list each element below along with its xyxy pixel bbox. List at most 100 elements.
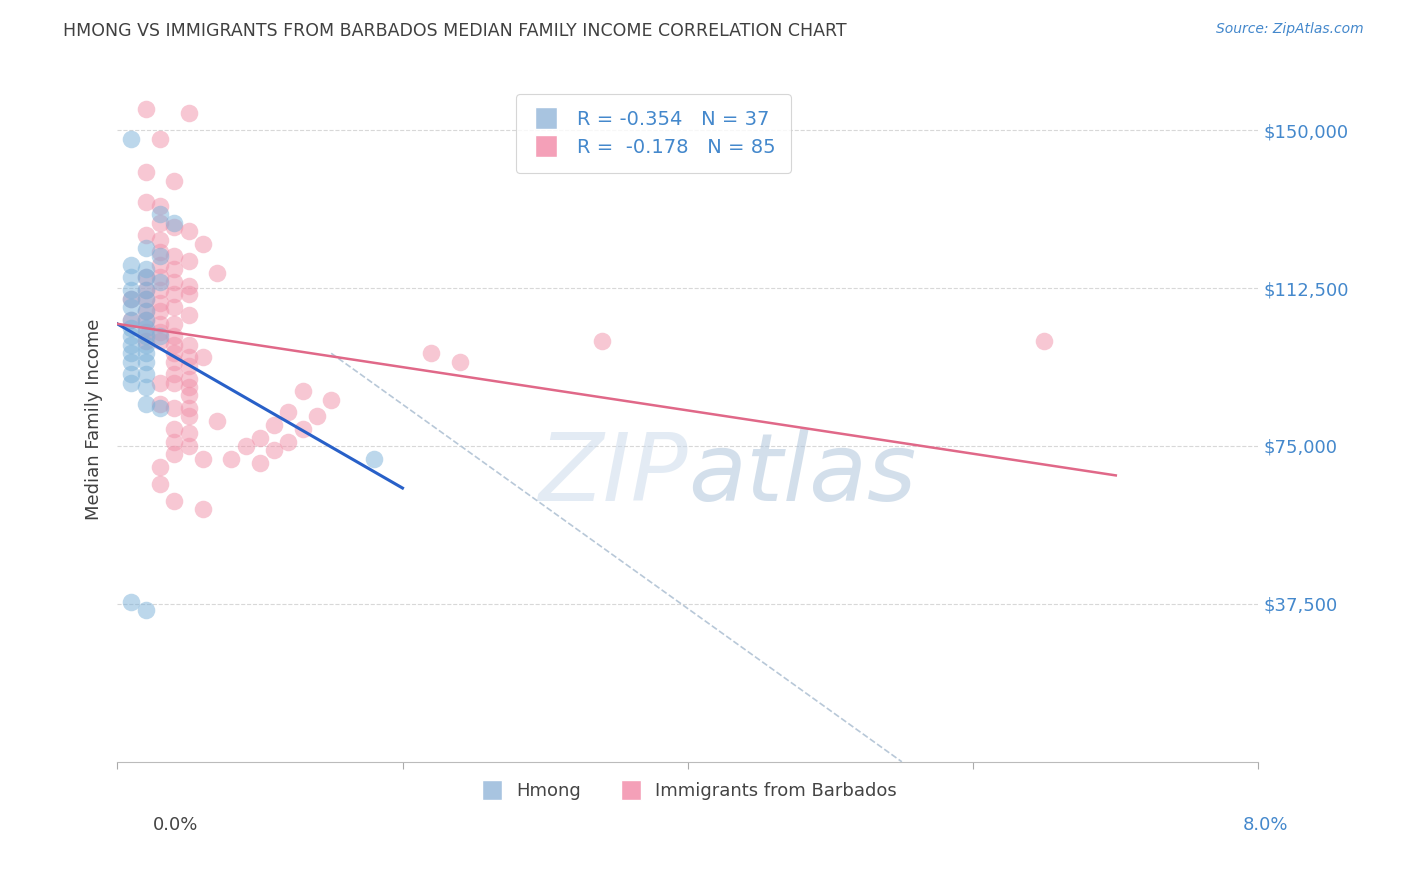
Point <box>163 447 186 461</box>
Point <box>149 317 172 331</box>
Point <box>163 493 186 508</box>
Point <box>135 270 157 285</box>
Point <box>291 384 314 399</box>
Point <box>135 102 157 116</box>
Point <box>149 270 172 285</box>
Point <box>135 283 157 297</box>
Point <box>120 270 142 285</box>
Point <box>120 292 142 306</box>
Text: Source: ZipAtlas.com: Source: ZipAtlas.com <box>1216 22 1364 37</box>
Point <box>149 233 172 247</box>
Point <box>177 224 200 238</box>
Point <box>177 351 200 365</box>
Point <box>149 325 172 339</box>
Point <box>149 199 172 213</box>
Point <box>321 392 343 407</box>
Point <box>149 397 172 411</box>
Point <box>135 165 157 179</box>
Point <box>1033 334 1056 348</box>
Point <box>449 354 471 368</box>
Point <box>191 451 214 466</box>
Point <box>120 338 142 352</box>
Point <box>120 283 142 297</box>
Point <box>177 359 200 373</box>
Point <box>235 439 257 453</box>
Point <box>591 334 613 348</box>
Point <box>135 292 157 306</box>
Point <box>120 354 142 368</box>
Point <box>163 376 186 390</box>
Point <box>163 434 186 449</box>
Point <box>120 376 142 390</box>
Point <box>177 426 200 441</box>
Point <box>163 346 186 360</box>
Point <box>163 317 186 331</box>
Point <box>149 329 172 343</box>
Point <box>149 275 172 289</box>
Point <box>263 443 285 458</box>
Point <box>135 270 157 285</box>
Point <box>149 460 172 475</box>
Point <box>263 417 285 432</box>
Point <box>177 287 200 301</box>
Point <box>177 371 200 385</box>
Point <box>149 216 172 230</box>
Point <box>135 368 157 382</box>
Point <box>177 309 200 323</box>
Point <box>177 401 200 415</box>
Point <box>135 325 157 339</box>
Point <box>149 245 172 260</box>
Point <box>177 409 200 424</box>
Point <box>163 329 186 343</box>
Point <box>163 262 186 277</box>
Text: HMONG VS IMMIGRANTS FROM BARBADOS MEDIAN FAMILY INCOME CORRELATION CHART: HMONG VS IMMIGRANTS FROM BARBADOS MEDIAN… <box>63 22 846 40</box>
Point <box>149 207 172 221</box>
Point <box>135 380 157 394</box>
Point <box>163 401 186 415</box>
Point <box>191 351 214 365</box>
Point <box>120 346 142 360</box>
Point <box>135 228 157 243</box>
Point <box>135 283 157 297</box>
Point <box>163 219 186 234</box>
Point <box>149 131 172 145</box>
Point <box>163 300 186 314</box>
Point <box>135 354 157 368</box>
Point <box>249 456 271 470</box>
Point <box>149 334 172 348</box>
Point <box>363 451 385 466</box>
Point <box>249 430 271 444</box>
Point <box>277 434 299 449</box>
Y-axis label: Median Family Income: Median Family Income <box>86 319 103 520</box>
Point <box>135 338 157 352</box>
Point <box>135 312 157 326</box>
Point <box>177 279 200 293</box>
Point <box>163 216 186 230</box>
Text: 0.0%: 0.0% <box>153 816 198 834</box>
Point <box>135 304 157 318</box>
Point <box>191 236 214 251</box>
Point <box>135 329 157 343</box>
Point <box>177 106 200 120</box>
Point <box>135 262 157 277</box>
Point <box>135 334 157 348</box>
Point <box>120 258 142 272</box>
Point <box>163 287 186 301</box>
Point <box>135 321 157 335</box>
Point <box>120 131 142 145</box>
Point <box>120 292 142 306</box>
Point <box>420 346 443 360</box>
Point <box>205 414 228 428</box>
Point <box>149 295 172 310</box>
Point <box>163 173 186 187</box>
Text: ZIP: ZIP <box>538 429 688 520</box>
Point <box>149 283 172 297</box>
Point <box>120 595 142 609</box>
Point <box>163 368 186 382</box>
Point <box>163 422 186 436</box>
Point <box>149 249 172 263</box>
Point <box>305 409 328 424</box>
Point <box>149 401 172 415</box>
Point <box>135 241 157 255</box>
Point <box>135 397 157 411</box>
